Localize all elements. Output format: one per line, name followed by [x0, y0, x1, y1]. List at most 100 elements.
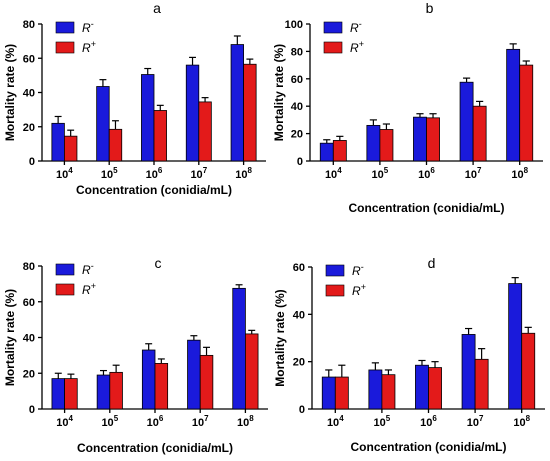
- legend-swatch: [55, 283, 75, 296]
- legend-label: R-: [352, 262, 364, 278]
- bar-r-plus: [381, 374, 396, 410]
- y-axis-label: Mortality rate (%): [3, 289, 17, 386]
- bar-r-minus: [413, 116, 427, 162]
- x-tick-label: 108: [511, 166, 528, 181]
- legend-label: R-: [82, 19, 94, 35]
- bar-r-minus: [366, 124, 381, 162]
- bar-r-minus: [185, 64, 200, 162]
- bar-r-plus: [244, 333, 259, 410]
- y-tick-label: 0: [29, 404, 35, 416]
- legend-label: R+: [350, 39, 364, 55]
- bar-r-plus: [198, 101, 212, 162]
- y-tick-label: 80: [23, 19, 35, 31]
- y-tick-label: 60: [291, 74, 303, 86]
- y-tick-label: 80: [291, 46, 303, 58]
- y-tick-label: 40: [293, 309, 305, 321]
- bar-r-plus: [153, 110, 167, 162]
- y-tick-label: 0: [299, 404, 305, 416]
- bar-r-minus: [96, 374, 111, 410]
- bar-r-plus: [154, 363, 169, 410]
- bar-r-minus: [96, 86, 110, 162]
- bar-r-minus: [51, 378, 66, 410]
- bar-r-minus: [187, 339, 201, 410]
- legend-label: R+: [352, 282, 366, 298]
- x-tick-label: 104: [56, 414, 73, 429]
- y-tick-label: 0: [29, 156, 35, 168]
- bar-r-minus: [51, 122, 65, 162]
- y-axis-label: Mortality rate (%): [3, 44, 17, 141]
- legend-swatch: [323, 41, 343, 54]
- y-tick-label: 60: [23, 53, 35, 65]
- bar-r-minus: [506, 48, 521, 162]
- bar-r-plus: [199, 354, 214, 410]
- bar-r-plus: [332, 140, 347, 162]
- x-tick-label: 105: [372, 166, 389, 181]
- y-tick-label: 20: [293, 357, 305, 369]
- y-tick-label: 0: [297, 156, 303, 168]
- legend-swatch: [323, 21, 343, 34]
- x-tick-label: 105: [374, 414, 391, 429]
- y-tick-label: 20: [23, 122, 35, 134]
- bar-r-plus: [519, 64, 534, 162]
- x-tick-label: 106: [146, 166, 163, 181]
- legend-swatch: [325, 264, 345, 277]
- bar-r-plus: [64, 378, 78, 410]
- chart-panel-b: 0 20 40 60 80 100 Mortality rate (%) b 104 105 106…: [272, 0, 543, 215]
- bar-r-minus: [141, 349, 156, 410]
- bar-r-plus: [428, 367, 442, 410]
- x-tick-label: 107: [465, 166, 482, 181]
- bar-r-minus: [141, 74, 155, 162]
- legend-swatch: [55, 41, 75, 54]
- x-tick-label: 107: [192, 414, 209, 429]
- bar-r-plus: [472, 105, 487, 162]
- x-tick-label: 105: [101, 166, 118, 181]
- x-tick-label: 106: [420, 414, 437, 429]
- bar-r-plus: [108, 128, 123, 162]
- x-tick-label: 104: [325, 166, 342, 181]
- chart-panel-c: 0 20 40 60 80 Mortality rate (%) c 104 105 106 107…: [3, 255, 268, 455]
- panel-label: b: [426, 0, 434, 16]
- legend-label: R-: [350, 19, 362, 35]
- x-tick-label: 105: [101, 414, 118, 429]
- bar-r-plus: [474, 358, 489, 410]
- bar-r-minus: [319, 142, 334, 162]
- x-tick-label: 107: [467, 414, 484, 429]
- x-axis-label: Concentration (conidia/mL): [349, 201, 505, 215]
- legend-swatch: [55, 263, 75, 276]
- y-tick-label: 80: [23, 261, 35, 273]
- x-tick-label: 104: [327, 414, 344, 429]
- x-axis-label: Concentration (conidia/mL): [351, 440, 507, 454]
- legend-label: R+: [82, 281, 96, 297]
- legend-label: R+: [82, 39, 96, 55]
- bar-r-minus: [461, 334, 476, 410]
- bar-r-minus: [230, 44, 244, 162]
- y-tick-label: 40: [23, 88, 35, 100]
- bar-r-minus: [415, 364, 429, 410]
- bar-r-minus: [459, 81, 474, 162]
- y-tick-label: 60: [23, 297, 35, 309]
- x-tick-label: 108: [235, 166, 252, 181]
- x-tick-label: 108: [513, 414, 530, 429]
- x-axis-label: Concentration (conidia/mL): [77, 441, 233, 455]
- bar-r-minus: [321, 376, 336, 410]
- bar-r-plus: [521, 332, 536, 410]
- y-tick-label: 40: [23, 333, 35, 345]
- bar-r-plus: [334, 376, 349, 410]
- x-tick-label: 104: [56, 166, 73, 181]
- bar-r-plus: [64, 135, 78, 162]
- x-tick-label: 108: [237, 414, 254, 429]
- x-tick-label: 107: [190, 166, 207, 181]
- bar-r-minus: [232, 287, 246, 410]
- y-tick-label: 60: [293, 262, 305, 274]
- bar-r-plus: [426, 117, 440, 162]
- y-tick-label: 100: [285, 19, 303, 31]
- legend-label: R-: [82, 261, 94, 277]
- y-tick-label: 40: [291, 101, 303, 113]
- bar-r-plus: [109, 371, 123, 410]
- x-tick-label: 106: [418, 166, 435, 181]
- bar-r-minus: [508, 283, 523, 410]
- legend-swatch: [55, 21, 75, 34]
- y-axis-label: Mortality rate (%): [273, 289, 287, 386]
- chart-panel-d: 0 20 40 60 Mortality rate (%) d 104 105 106 107 10…: [273, 255, 545, 454]
